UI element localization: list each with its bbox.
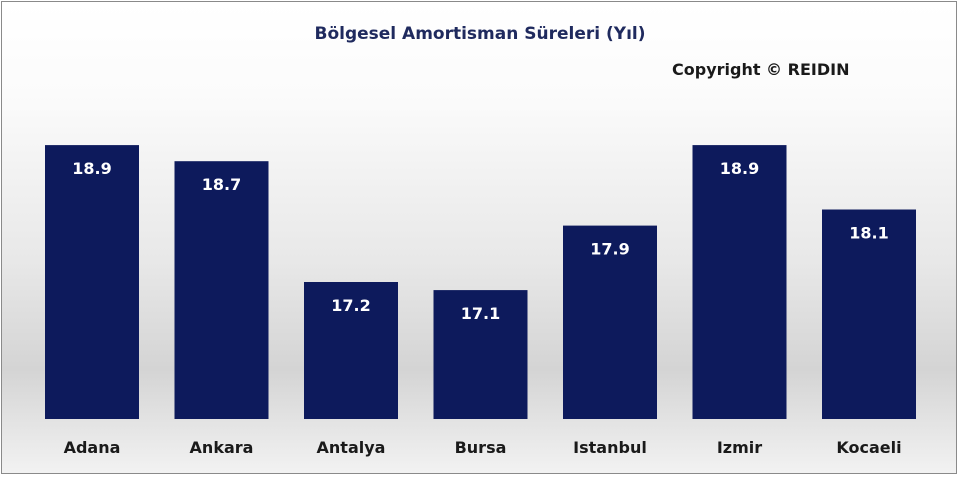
bar-kocaeli <box>822 209 916 419</box>
value-label-kocaeli: 18.1 <box>849 224 888 243</box>
category-labels-group: Adana Ankara Antalya Bursa Istanbul Izmir Koca… <box>64 438 902 457</box>
bar-bursa <box>433 290 528 419</box>
value-label-izmir: 18.9 <box>720 159 759 178</box>
chart-title: Bölgesel Amortisman Süreleri (Yıl) <box>314 24 646 44</box>
category-label-antalya: Antalya <box>317 438 386 457</box>
value-label-istanbul: 17.9 <box>590 240 629 259</box>
value-label-antalya: 17.2 <box>331 296 370 315</box>
category-label-kocaeli: Kocaeli <box>836 438 901 457</box>
category-label-izmir: Izmir <box>717 438 762 457</box>
value-label-ankara: 18.7 <box>202 175 241 194</box>
category-label-bursa: Bursa <box>455 438 507 457</box>
bar-ankara <box>174 161 269 419</box>
copyright-notice: Copyright © REIDIN <box>672 60 850 79</box>
category-label-istanbul: Istanbul <box>573 438 647 457</box>
bar-adana <box>45 145 139 419</box>
category-label-adana: Adana <box>64 438 121 457</box>
bar-izmir <box>692 145 787 419</box>
value-label-bursa: 17.1 <box>461 304 500 323</box>
value-label-adana: 18.9 <box>72 159 111 178</box>
bar-istanbul <box>563 225 657 419</box>
value-labels-group: 18.9 18.7 17.2 17.1 17.9 18.9 18.1 <box>72 159 888 323</box>
category-label-ankara: Ankara <box>190 438 254 457</box>
bar-antalya <box>304 282 398 419</box>
bars-group <box>45 145 916 419</box>
